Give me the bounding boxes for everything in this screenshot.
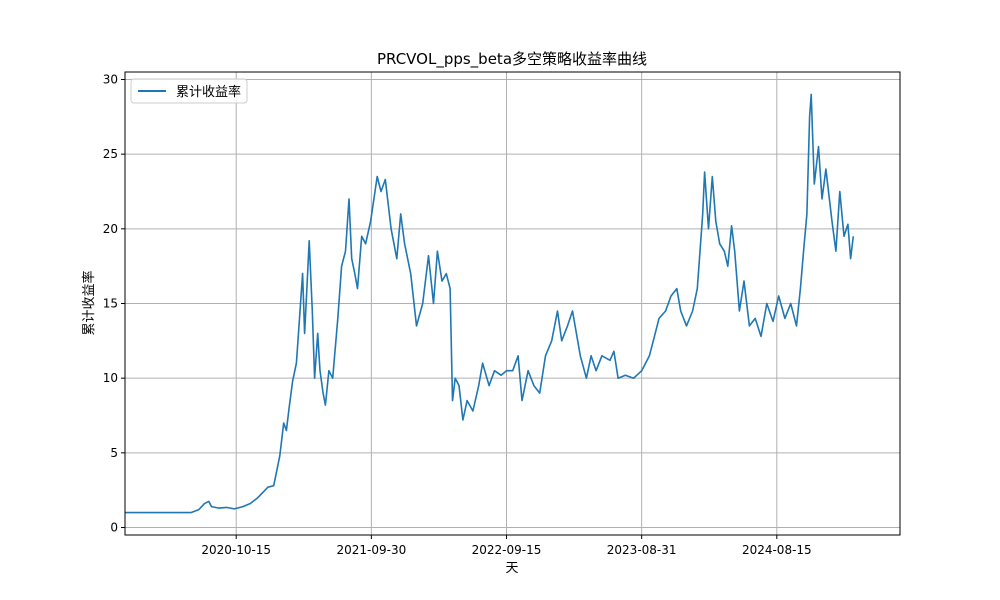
x-axis: 2020-10-15 2021-09-30 2022-09-15 2023-08-31… <box>201 535 812 557</box>
y-tick-label: 20 <box>103 222 118 236</box>
y-tick-label: 5 <box>110 446 118 460</box>
y-axis: 0 5 10 15 20 25 30 <box>103 72 125 535</box>
grid-lines <box>125 72 900 535</box>
legend: 累计收益率 <box>130 78 248 104</box>
x-tick-label: 2020-10-15 <box>201 543 271 557</box>
y-tick-label: 25 <box>103 147 118 161</box>
y-tick-label: 30 <box>103 72 118 86</box>
legend-label: 累计收益率 <box>176 84 241 100</box>
x-axis-label: 天 <box>505 561 518 576</box>
y-tick-label: 0 <box>110 521 118 535</box>
x-tick-label: 2022-09-15 <box>472 543 542 557</box>
y-tick-label: 10 <box>103 371 118 385</box>
legend-box <box>130 78 248 104</box>
x-tick-label: 2023-08-31 <box>607 543 677 557</box>
x-tick-label: 2024-08-15 <box>742 543 812 557</box>
y-tick-label: 15 <box>103 297 118 311</box>
y-axis-label: 累计收益率 <box>81 270 97 335</box>
series-layer <box>125 93 855 514</box>
series-line-0 <box>125 93 855 514</box>
chart-title: PRCVOL_pps_beta多空策略收益率曲线 <box>377 50 647 69</box>
x-tick-label: 2021-09-30 <box>336 543 406 557</box>
